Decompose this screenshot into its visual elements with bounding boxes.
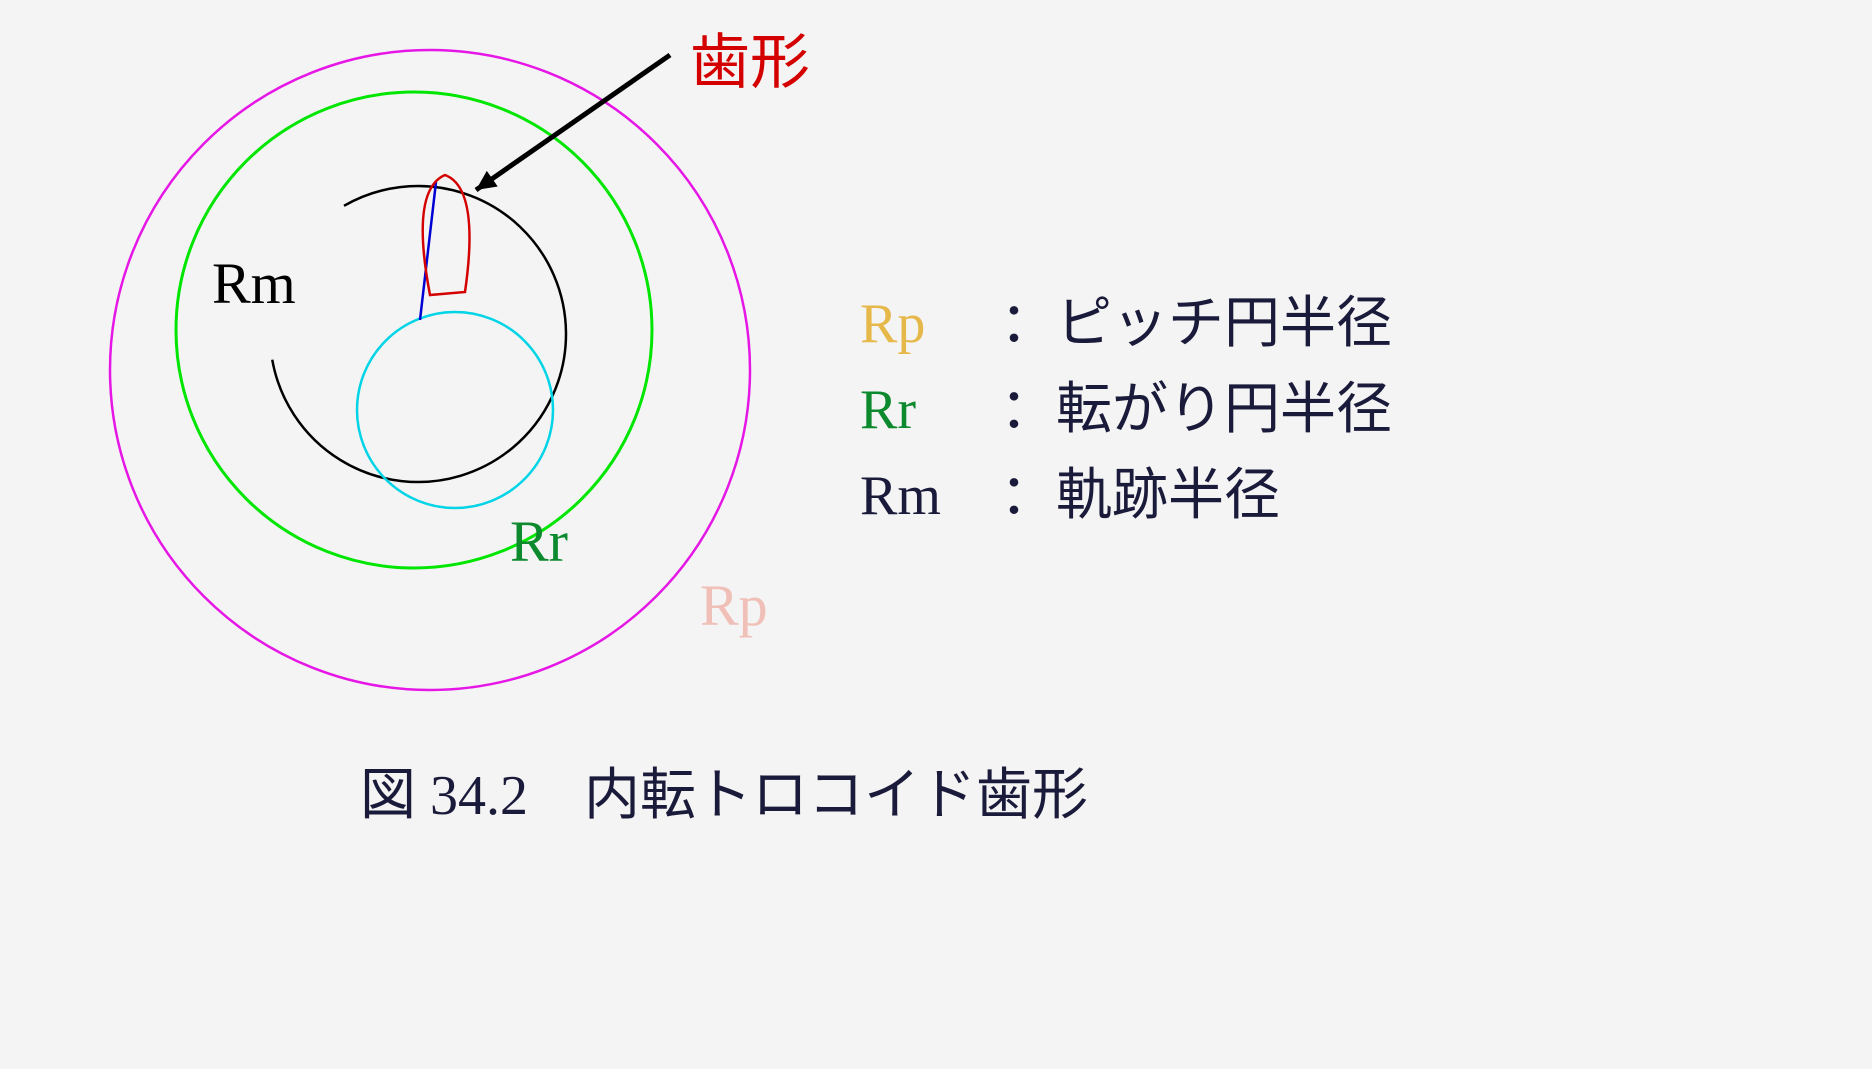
- trochoid-diagram: Rm Rr Rp 歯形 Rp：ピッチ円半径Rr：転がり円半径Rm：軌跡半径 図 …: [0, 0, 1872, 1069]
- legend-row: Rp：ピッチ円半径: [860, 278, 1392, 359]
- rr-label: Rr: [510, 508, 568, 575]
- diagram-svg: [0, 0, 1872, 1069]
- rp-label: Rp: [700, 572, 768, 639]
- figure-caption: 図 34.2 内転トロコイド歯形: [360, 750, 1088, 831]
- legend-row: Rr：転がり円半径: [860, 364, 1392, 445]
- legend-description: ：転がり円半径: [1000, 379, 1392, 441]
- legend-description: ：軌跡半径: [1000, 465, 1280, 527]
- legend-row: Rm：軌跡半径: [860, 450, 1280, 531]
- legend-symbol: Rp: [860, 292, 1000, 356]
- tooth-annotation: 歯形: [690, 14, 810, 101]
- legend-description: ：ピッチ円半径: [1000, 293, 1392, 355]
- legend-symbol: Rr: [860, 378, 1000, 442]
- legend-symbol: Rm: [860, 464, 1000, 528]
- rm-label: Rm: [212, 250, 296, 317]
